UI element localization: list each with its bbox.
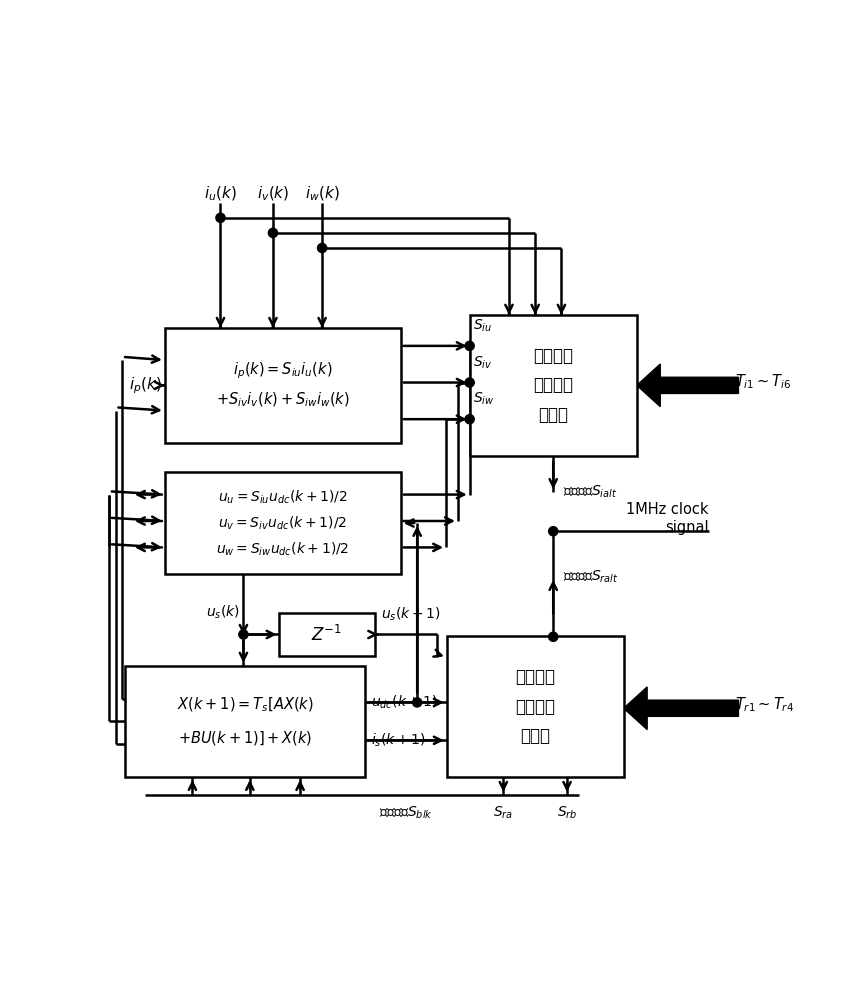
Text: 辑判断: 辑判断: [538, 406, 569, 424]
Text: $S_{iv}$: $S_{iv}$: [473, 354, 492, 371]
Text: $u_s(k)$: $u_s(k)$: [206, 604, 240, 621]
Text: $S_{iu}$: $S_{iu}$: [473, 318, 492, 334]
Circle shape: [465, 378, 475, 387]
FancyBboxPatch shape: [125, 666, 365, 777]
Text: 逆变器开: 逆变器开: [533, 347, 574, 365]
Text: 1MHz clock: 1MHz clock: [626, 502, 709, 517]
FancyBboxPatch shape: [279, 613, 375, 656]
FancyBboxPatch shape: [470, 315, 637, 456]
Text: 关函数逻: 关函数逻: [533, 376, 574, 394]
Text: 关函数逻: 关函数逻: [515, 698, 555, 716]
Text: $i_w(k)$: $i_w(k)$: [305, 184, 339, 203]
Text: $i_p(k)=S_{iu}i_u(k)$: $i_p(k)=S_{iu}i_u(k)$: [233, 361, 332, 381]
Text: $i_v(k)$: $i_v(k)$: [256, 184, 289, 203]
Text: $u_w=S_{iw}u_{dc}(k+1)/2$: $u_w=S_{iw}u_{dc}(k+1)/2$: [217, 541, 349, 558]
Circle shape: [465, 341, 475, 350]
Text: $u_v=S_{iv}u_{dc}(k+1)/2$: $u_v=S_{iv}u_{dc}(k+1)/2$: [218, 514, 347, 532]
Text: signal: signal: [665, 520, 709, 535]
Text: $Z^{-1}$: $Z^{-1}$: [311, 624, 343, 645]
Text: 整流器开: 整流器开: [515, 668, 555, 686]
Text: $i_u(k)$: $i_u(k)$: [204, 184, 237, 203]
Text: $u_{dc}(k+1)$: $u_{dc}(k+1)$: [371, 694, 437, 711]
FancyBboxPatch shape: [447, 636, 624, 777]
FancyBboxPatch shape: [165, 472, 401, 574]
Circle shape: [317, 243, 327, 253]
Text: $S_{iw}$: $S_{iw}$: [473, 391, 494, 407]
Text: 短路信号$S_{ialt}$: 短路信号$S_{ialt}$: [563, 484, 618, 500]
Text: $X(k+1)=T_s[AX(k)$: $X(k+1)=T_s[AX(k)$: [177, 696, 314, 714]
Text: 阻断信号$S_{blk}$: 阻断信号$S_{blk}$: [379, 805, 432, 821]
FancyBboxPatch shape: [165, 328, 401, 443]
Text: $S_{ra}$: $S_{ra}$: [493, 805, 514, 821]
Text: $i_p(k)$: $i_p(k)$: [129, 375, 162, 396]
Circle shape: [413, 698, 422, 707]
Text: $T_{r1}{\sim}T_{r4}$: $T_{r1}{\sim}T_{r4}$: [735, 696, 794, 714]
Circle shape: [549, 632, 558, 641]
Text: $+BU(k+1)]+X(k)$: $+BU(k+1)]+X(k)$: [178, 729, 312, 747]
Polygon shape: [637, 364, 739, 407]
Text: 辑判断: 辑判断: [520, 727, 550, 745]
Circle shape: [268, 228, 277, 237]
Text: $T_{i1}{\sim}T_{i6}$: $T_{i1}{\sim}T_{i6}$: [735, 373, 792, 391]
Polygon shape: [624, 687, 739, 730]
Circle shape: [465, 415, 475, 424]
Text: $i_s(k+1)$: $i_s(k+1)$: [371, 732, 426, 749]
Circle shape: [549, 527, 558, 536]
Text: $u_u=S_{iu}u_{dc}(k+1)/2$: $u_u=S_{iu}u_{dc}(k+1)/2$: [218, 488, 348, 506]
Text: $+S_{iv}i_v(k)+S_{iw}i_w(k)$: $+S_{iv}i_v(k)+S_{iw}i_w(k)$: [216, 391, 349, 409]
Text: $u_s(k+1)$: $u_s(k+1)$: [381, 605, 441, 623]
Text: $S_{rb}$: $S_{rb}$: [557, 805, 577, 821]
Circle shape: [239, 630, 248, 639]
Circle shape: [216, 213, 225, 222]
Text: 短路信号$S_{ralt}$: 短路信号$S_{ralt}$: [563, 569, 618, 585]
